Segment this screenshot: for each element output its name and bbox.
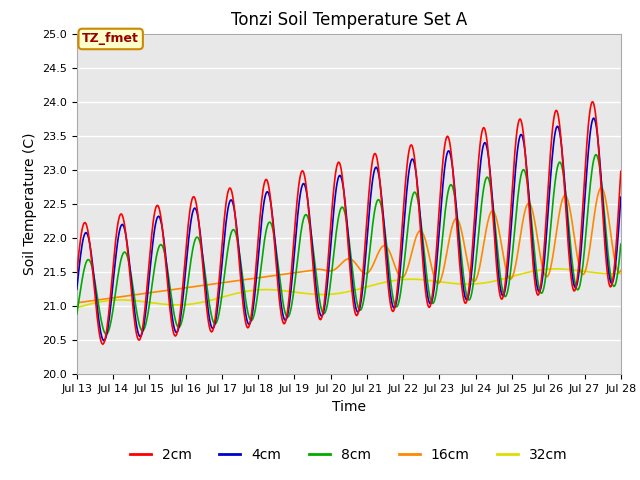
Y-axis label: Soil Temperature (C): Soil Temperature (C) <box>22 133 36 275</box>
X-axis label: Time: Time <box>332 400 366 414</box>
Legend: 2cm, 4cm, 8cm, 16cm, 32cm: 2cm, 4cm, 8cm, 16cm, 32cm <box>124 443 573 468</box>
Text: TZ_fmet: TZ_fmet <box>82 33 139 46</box>
Title: Tonzi Soil Temperature Set A: Tonzi Soil Temperature Set A <box>230 11 467 29</box>
